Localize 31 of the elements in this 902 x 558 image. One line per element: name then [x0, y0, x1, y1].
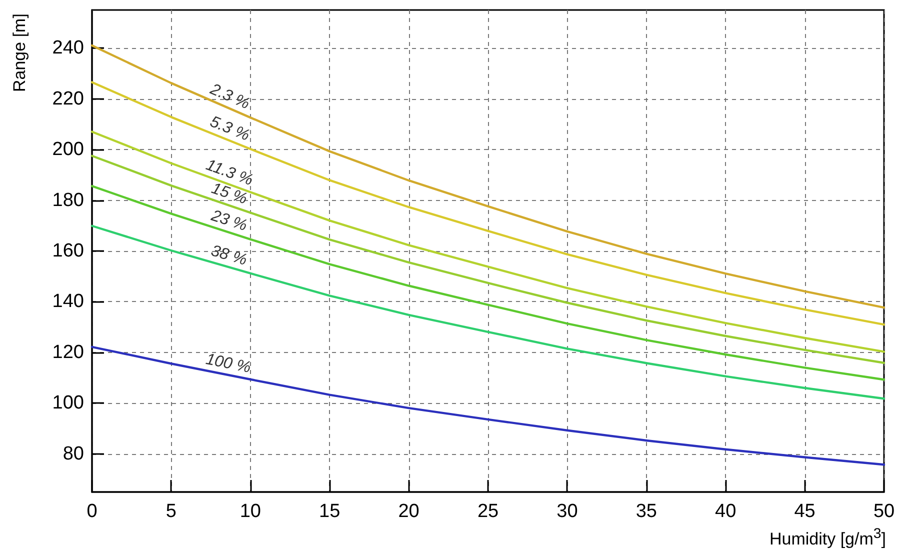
- x-tick-label: 15: [319, 501, 340, 522]
- text: 2.3 %: [206, 80, 252, 113]
- x-tick-label: 5: [166, 501, 176, 522]
- x-tick-label: 25: [477, 501, 499, 522]
- y-tick-label: 220: [52, 88, 84, 110]
- x-tick-label: 10: [240, 501, 261, 522]
- x-tick-label: 20: [398, 501, 420, 522]
- x-tick-label: 45: [794, 501, 816, 522]
- y-tick-label: 240: [52, 38, 84, 59]
- y-axis-title: Range [m]: [10, 14, 30, 92]
- y-tick-label: 180: [52, 190, 84, 211]
- y-tick-label: 120: [52, 342, 84, 363]
- y-tick-label: 80: [62, 443, 84, 464]
- y-tick-label: 100: [52, 392, 84, 414]
- y-tick-label: 140: [52, 291, 84, 312]
- line-series: [90, 81, 886, 326]
- text: 23 %: [208, 207, 250, 235]
- x-tick-label: 0: [86, 501, 98, 522]
- text: 5.3 %: [208, 113, 252, 145]
- line-series: [90, 184, 886, 381]
- y-tick-label: 160: [52, 240, 84, 262]
- x-tick-label: 40: [715, 501, 736, 522]
- x-tick-label: 35: [636, 501, 657, 522]
- x-axis-title: Humidity [g/m$^{3}$]: [769, 526, 886, 550]
- y-tick-label: 200: [52, 139, 84, 160]
- text: 38 %: [208, 242, 249, 270]
- line-series: [90, 44, 886, 309]
- line-series: [90, 346, 886, 466]
- x-tick-label: 30: [556, 501, 578, 522]
- text: 100 %: [204, 351, 252, 377]
- x-tick-label: 50: [873, 501, 895, 522]
